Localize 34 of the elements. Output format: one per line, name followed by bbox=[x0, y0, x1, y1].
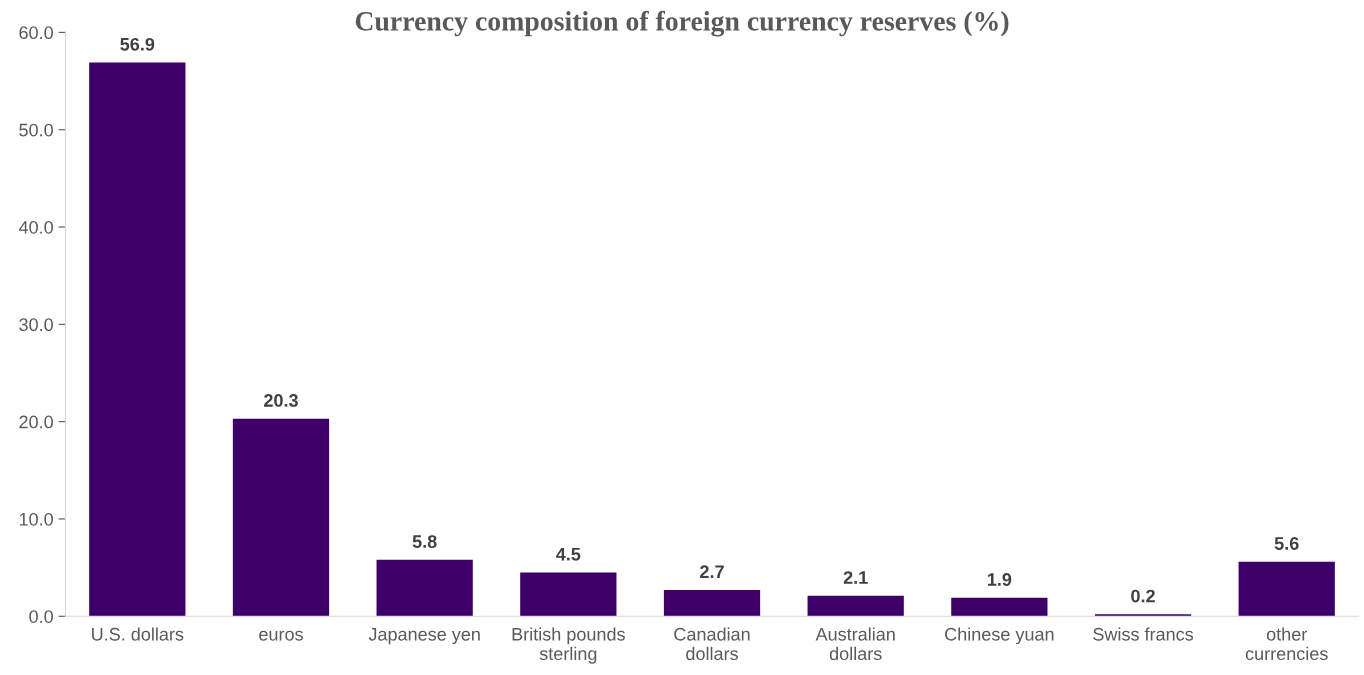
data-label: 2.7 bbox=[700, 565, 724, 578]
x-tick-label: Japanese yen bbox=[368, 628, 480, 645]
bar bbox=[89, 62, 186, 617]
x-tick-label: Chinese yuan bbox=[945, 627, 1054, 645]
x-tick-label: British pounds sterling bbox=[512, 627, 625, 664]
data-label: 2.1 bbox=[843, 571, 868, 584]
x-tick-label: euros bbox=[259, 630, 303, 641]
data-label: 56.9 bbox=[120, 37, 155, 51]
x-tick-label: Australian dollars bbox=[815, 627, 895, 661]
bar bbox=[951, 597, 1048, 617]
data-label: 4.5 bbox=[556, 547, 581, 561]
y-tick-label: 60.0 bbox=[19, 26, 53, 40]
bar bbox=[1238, 561, 1335, 617]
x-tick-label: Canadian dollars bbox=[674, 627, 750, 661]
bar bbox=[232, 418, 330, 617]
y-tick-label: 40.0 bbox=[18, 220, 53, 234]
data-label: 5.8 bbox=[412, 535, 437, 548]
y-tick-label: 30.0 bbox=[19, 318, 53, 332]
chart-title: Currency composition of foreign currency reserves (%) bbox=[355, 10, 1009, 37]
bar bbox=[663, 590, 761, 617]
y-tick-label: 20.0 bbox=[19, 415, 53, 429]
x-tick-label: U.S. dollars bbox=[92, 627, 184, 641]
x-tick-label: Swiss francs bbox=[1093, 627, 1194, 641]
y-tick-label: 50.0 bbox=[19, 123, 53, 137]
data-label: 5.6 bbox=[1274, 537, 1299, 550]
data-label: 20.3 bbox=[264, 394, 298, 407]
bar bbox=[520, 572, 617, 617]
y-tick-label: 10.0 bbox=[19, 512, 53, 526]
data-label: 1.9 bbox=[987, 573, 1012, 586]
x-tick-label: other currencies bbox=[1245, 627, 1328, 661]
bar bbox=[807, 595, 904, 617]
data-label: 0.2 bbox=[1131, 589, 1155, 603]
bar bbox=[376, 559, 473, 617]
y-tick-label: 0.0 bbox=[29, 610, 53, 623]
